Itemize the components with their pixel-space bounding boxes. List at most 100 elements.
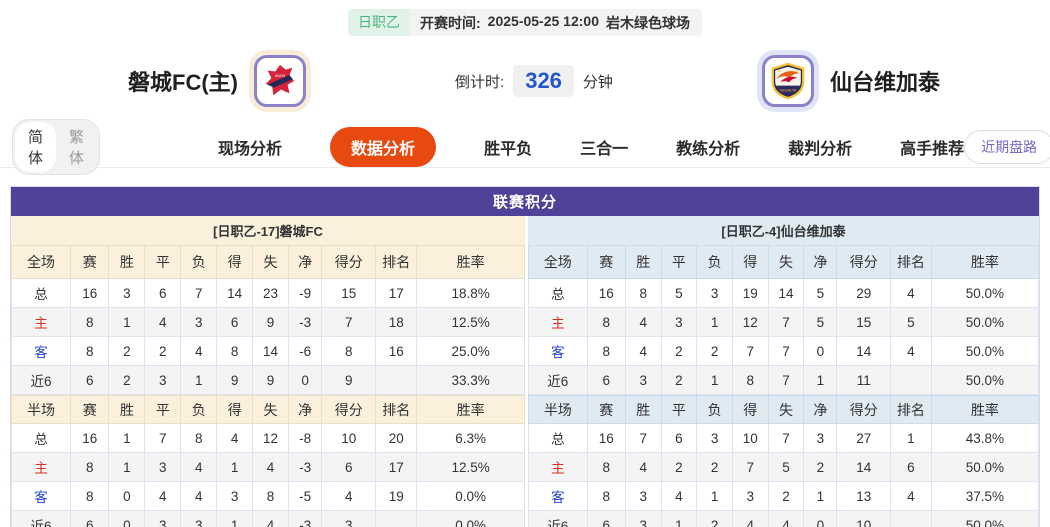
tab-data-analysis[interactable]: 数据分析 xyxy=(330,126,437,167)
stat-cell: 5 xyxy=(890,307,932,337)
home-half-stats-table: 半场赛胜平负得失净得分 排名 胜率总 16 1 7 8 4 12 -8 10 20 6.3% 主 8 1 3 4 1… xyxy=(11,395,525,527)
stat-cell: 6 xyxy=(586,510,626,527)
column-header: 净 xyxy=(287,395,323,424)
home-team-stats-tables: 全场赛胜平负得失净得分 排名 胜率总 16 3 6 7 14 23 -9 15 17 18.8% 主 8 1 4… xyxy=(11,245,525,527)
language-toggle[interactable]: 简体 繁体 xyxy=(12,118,101,175)
nav-tabs: 现场分析 数据分析 胜平负 三合一 教练分析 裁判分析 高手推荐 xyxy=(218,126,965,167)
stat-cell: 16 xyxy=(375,336,418,366)
stat-cell: 6.3% xyxy=(416,423,525,453)
stat-cell: 17 xyxy=(375,452,418,482)
stat-cell: 14 xyxy=(216,278,254,308)
table-row: 主 8 1 4 3 6 9 -3 7 18 12.5% xyxy=(11,307,525,337)
tab-live-analysis[interactable]: 现场分析 xyxy=(218,140,283,158)
column-header: 净 xyxy=(803,395,838,424)
home-team-block: 磐城FC(主) IWAKI xyxy=(128,55,306,107)
stat-cell: 4 xyxy=(180,336,218,366)
column-header: 得 xyxy=(731,245,769,279)
column-header: 负 xyxy=(696,245,733,279)
stat-cell: 1 xyxy=(108,452,146,482)
stat-cell: 23 xyxy=(252,278,289,308)
stat-cell: 4 xyxy=(180,452,218,482)
row-label: 客 xyxy=(11,336,71,366)
stat-cell: 2 xyxy=(660,336,698,366)
row-label: 总 xyxy=(528,423,588,453)
column-header: 失 xyxy=(767,245,805,279)
tab-three-in-one[interactable]: 三合一 xyxy=(580,140,629,158)
lang-traditional-option[interactable]: 繁体 xyxy=(69,128,85,167)
stat-cell: 25.0% xyxy=(416,336,525,366)
column-header: 平 xyxy=(144,245,182,279)
stat-cell xyxy=(890,365,932,395)
column-header: 胜率 xyxy=(930,395,1039,424)
stat-cell: 1 xyxy=(890,423,932,453)
stat-cell: 8 xyxy=(180,423,218,453)
table-row: 近6 6 3 1 2 4 4 0 10 50.0% xyxy=(528,510,1039,527)
countdown-value: 326 xyxy=(513,65,574,97)
home-crest-icon: IWAKI xyxy=(265,64,295,96)
stat-cell: 1 xyxy=(803,481,838,511)
stat-cell: 7 xyxy=(767,307,805,337)
away-team-block: VEGALTA 仙台维加泰 xyxy=(761,55,940,107)
stat-cell: 20 xyxy=(375,423,418,453)
stat-cell: 1 xyxy=(696,307,733,337)
stat-cell: 2 xyxy=(108,365,146,395)
tab-expert-picks[interactable]: 高手推荐 xyxy=(900,140,965,158)
tab-coach-analysis[interactable]: 教练分析 xyxy=(676,140,741,158)
stat-cell: 3 xyxy=(144,452,182,482)
column-header: 排名 xyxy=(890,395,932,424)
stat-cell: 15 xyxy=(321,278,377,308)
stat-cell: 37.5% xyxy=(930,481,1039,511)
column-header-row: 全场赛胜平负得失净得分 排名 胜率 xyxy=(11,245,525,279)
stat-cell: 0 xyxy=(108,481,146,511)
stat-cell: 13 xyxy=(836,481,892,511)
column-header: 平 xyxy=(660,245,698,279)
column-header: 净 xyxy=(287,245,323,279)
column-header: 半场 xyxy=(11,395,71,424)
column-header: 得分 xyxy=(836,395,892,424)
match-time-label: 开赛时间: xyxy=(420,14,481,31)
stat-cell: 4 xyxy=(890,481,932,511)
column-header: 平 xyxy=(144,395,182,424)
tab-referee-analysis[interactable]: 裁判分析 xyxy=(788,140,853,158)
stat-cell: 27 xyxy=(836,423,892,453)
stat-cell: 7 xyxy=(144,423,182,453)
column-header-row: 全场赛胜平负得失净得分 排名 胜率 xyxy=(528,245,1039,279)
stat-cell: 2 xyxy=(660,365,698,395)
table-row: 总 16 7 6 3 10 7 3 27 1 43.8% xyxy=(528,423,1039,453)
countdown-unit: 分钟 xyxy=(582,73,613,91)
league-badge: 日职乙 xyxy=(348,9,410,36)
column-header: 失 xyxy=(252,245,289,279)
stat-cell: 8 xyxy=(69,307,110,337)
column-header: 胜率 xyxy=(416,395,525,424)
row-label: 主 xyxy=(528,452,588,482)
tab-win-draw-loss[interactable]: 胜平负 xyxy=(484,140,533,158)
stat-cell: 6 xyxy=(216,307,254,337)
stat-cell: 9 xyxy=(216,365,254,395)
stat-cell: 18.8% xyxy=(416,278,525,308)
home-team-name: 磐城FC(主) xyxy=(128,70,238,95)
away-team-stats-panel: [日职乙-4]仙台维加泰 全场赛胜平负得失净得分 排名 胜率总 16 8 5 3 19 14 5 2… xyxy=(525,216,1039,527)
stat-cell: 3 xyxy=(144,365,182,395)
stat-cell: 3 xyxy=(660,307,698,337)
stat-cell: 5 xyxy=(803,278,838,308)
recent-handicap-button[interactable]: 近期盘路 xyxy=(964,129,1050,164)
stat-cell: 12.5% xyxy=(416,452,525,482)
venue-name: 岩木绿色球场 xyxy=(605,14,690,31)
column-header: 胜 xyxy=(624,245,662,279)
stat-cell: 16 xyxy=(69,278,110,308)
stat-cell: 4 xyxy=(252,452,289,482)
stat-cell: 9 xyxy=(252,365,289,395)
column-header: 胜率 xyxy=(416,245,525,279)
table-row: 客 8 2 2 4 8 14 -6 8 16 25.0% xyxy=(11,336,525,366)
stat-cell: 12 xyxy=(731,307,769,337)
lang-simplified-option[interactable]: 简体 xyxy=(15,121,57,172)
stat-cell: 8 xyxy=(586,452,626,482)
stat-cell: 8 xyxy=(252,481,289,511)
stat-cell: 16 xyxy=(69,423,110,453)
stat-cell: 0 xyxy=(108,510,146,527)
stat-cell: 11 xyxy=(836,365,892,395)
stat-cell: 6 xyxy=(69,510,110,527)
stat-cell: 9 xyxy=(252,307,289,337)
teams-row: 磐城FC(主) IWAKI 倒计时: 326 分钟 VE xyxy=(0,38,1050,124)
stat-cell: 0 xyxy=(803,336,838,366)
